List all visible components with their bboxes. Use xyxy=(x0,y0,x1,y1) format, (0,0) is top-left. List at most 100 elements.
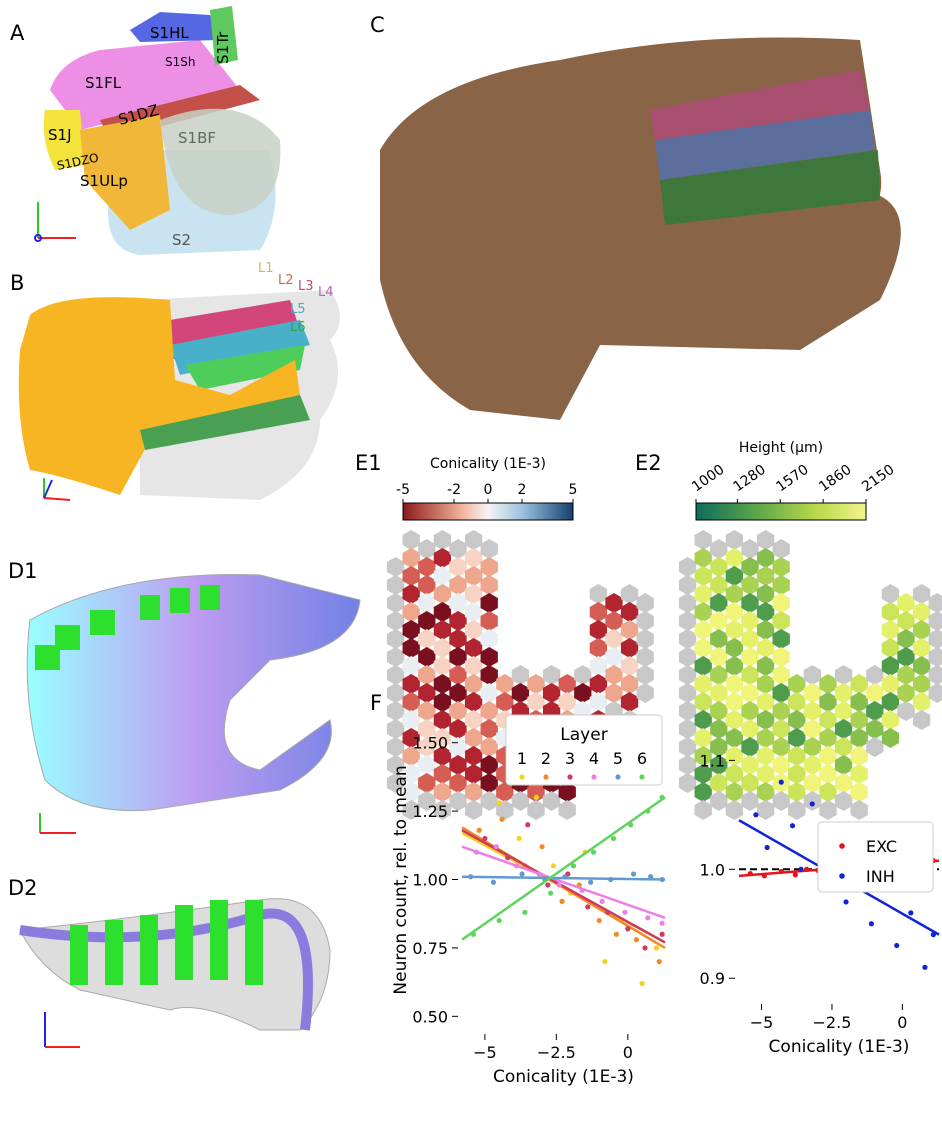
hex-cell xyxy=(725,728,744,748)
hex-cell xyxy=(912,638,931,658)
legend-marker xyxy=(519,774,525,780)
legend-marker xyxy=(839,873,845,879)
hex-cell xyxy=(741,593,759,613)
hex-cell xyxy=(788,710,806,730)
colorbar-tick-label: -5 xyxy=(396,482,410,498)
hex-cell xyxy=(912,674,931,694)
hex-cell xyxy=(636,629,654,649)
hex-cell xyxy=(574,683,592,703)
hex-cell xyxy=(756,728,775,748)
hex-cell xyxy=(605,647,623,667)
hex-cell xyxy=(480,593,498,613)
point xyxy=(622,909,628,915)
hex-cell xyxy=(772,683,790,703)
hex-cell xyxy=(710,539,728,559)
hex-cell xyxy=(678,665,697,685)
panel-label: B xyxy=(10,271,24,295)
region-label: S1HL xyxy=(150,24,189,42)
hex-cell xyxy=(928,611,942,631)
hex-cell xyxy=(881,692,900,712)
hex-cell xyxy=(897,611,915,631)
hex-cell xyxy=(464,764,483,784)
hex-cell xyxy=(819,746,837,766)
colorbar-tick-label: -2 xyxy=(447,482,461,498)
hex-cell xyxy=(819,782,837,802)
hex-cell xyxy=(897,665,915,685)
point xyxy=(556,882,562,888)
hex-cell xyxy=(480,539,498,559)
hex-cell xyxy=(418,773,436,793)
hex-cell xyxy=(678,611,697,631)
point xyxy=(645,915,651,921)
hex-cell xyxy=(850,728,868,748)
hex-cell xyxy=(710,755,728,775)
hex-cell xyxy=(741,737,759,757)
hex-cell xyxy=(464,530,483,550)
point xyxy=(610,835,617,842)
point xyxy=(493,844,499,850)
hex-cell xyxy=(678,755,697,775)
hex-cell xyxy=(710,737,728,757)
hex-cell xyxy=(464,674,483,694)
legend-label: 3 xyxy=(565,749,575,768)
hex-cell xyxy=(511,665,530,685)
hex-cell xyxy=(386,611,405,631)
hex-cell xyxy=(694,656,712,676)
hex-cell xyxy=(694,746,712,766)
hex-cell xyxy=(480,755,498,775)
hex-cell xyxy=(803,683,822,703)
hex-cell xyxy=(589,620,608,640)
hex-cell xyxy=(678,719,697,739)
hex-cell xyxy=(678,647,697,667)
hex-cell xyxy=(620,638,639,658)
legend-label: 1 xyxy=(517,749,527,768)
hex-cell xyxy=(788,692,806,712)
hex-cell xyxy=(678,629,697,649)
hex-cell xyxy=(480,719,498,739)
hex-cell xyxy=(605,629,623,649)
hex-cell xyxy=(589,602,608,622)
hex-cell xyxy=(897,593,915,613)
hex-cell xyxy=(433,620,452,640)
hex-cell xyxy=(402,602,420,622)
point xyxy=(922,964,928,970)
hex-cell xyxy=(819,800,837,820)
hex-cell xyxy=(819,710,837,730)
point xyxy=(570,863,577,869)
point xyxy=(659,931,665,937)
hex-cell xyxy=(772,647,790,667)
hex-cell xyxy=(464,602,483,622)
legend-marker xyxy=(615,774,621,780)
hex-cell xyxy=(589,584,608,604)
point xyxy=(843,899,849,905)
point xyxy=(625,926,631,932)
colorbar-tick-label: 1570 xyxy=(773,462,811,496)
point xyxy=(764,844,770,851)
y-tick-label: 1.25 xyxy=(412,802,448,821)
hex-cell xyxy=(788,764,806,784)
panel-label: D2 xyxy=(8,876,38,900)
hex-cell xyxy=(912,656,931,676)
hex-cell xyxy=(449,539,467,559)
hex-cell xyxy=(725,746,744,766)
legend-label: 6 xyxy=(637,749,647,768)
hex-cell xyxy=(620,656,639,676)
y-tick-label: 0.9 xyxy=(700,969,725,988)
point xyxy=(496,800,502,806)
hex-cell xyxy=(386,575,405,595)
point xyxy=(476,827,482,833)
hex-cell xyxy=(772,755,790,775)
hex-cell xyxy=(834,683,853,703)
hex-cell xyxy=(620,584,639,604)
hex-cell xyxy=(741,629,759,649)
point xyxy=(753,812,759,818)
hex-cell xyxy=(636,665,654,685)
hex-cell xyxy=(418,665,436,685)
hex-cell xyxy=(480,683,498,703)
point xyxy=(630,871,637,877)
hex-cell xyxy=(694,782,712,802)
region-label: S1FL xyxy=(85,74,122,92)
hex-cell xyxy=(694,674,712,694)
hex-cell xyxy=(464,710,483,730)
hex-cell xyxy=(928,665,942,685)
